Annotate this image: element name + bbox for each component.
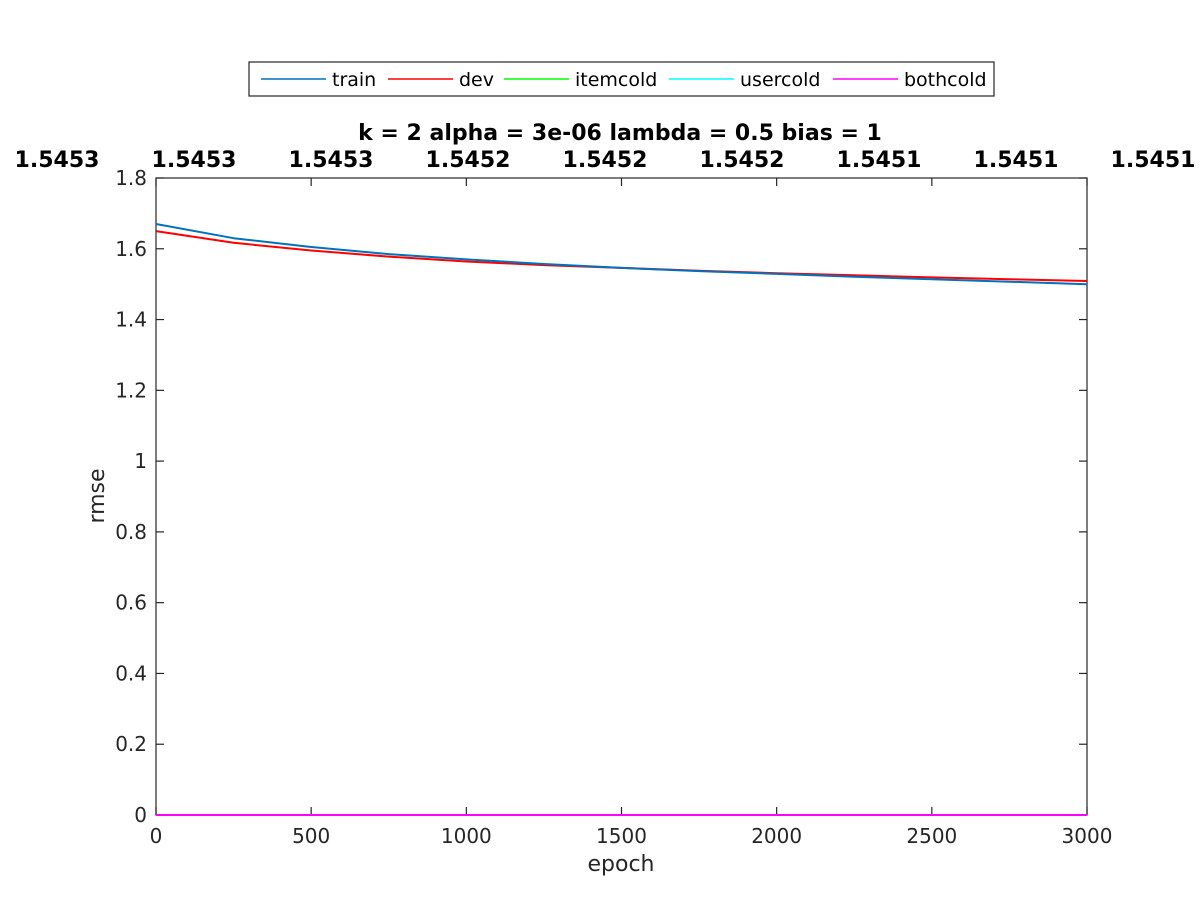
legend: train dev itemcold usercold bothcold bbox=[248, 61, 995, 97]
x-tick-label: 3000 bbox=[1062, 824, 1113, 848]
top-label: 1.5451 bbox=[837, 148, 922, 173]
legend-label-usercold: usercold bbox=[740, 69, 820, 91]
top-label: 1.5451 bbox=[1111, 148, 1196, 173]
series-line-train bbox=[155, 223, 1088, 286]
legend-label-dev: dev bbox=[459, 69, 494, 91]
plot-frame bbox=[155, 177, 1088, 816]
x-tick-label: 2500 bbox=[906, 824, 957, 848]
top-label: 1.5453 bbox=[289, 148, 374, 173]
legend-label-itemcold: itemcold bbox=[575, 69, 657, 91]
y-tick-label: 0.4 bbox=[115, 661, 147, 685]
y-tick-label: 1.6 bbox=[115, 237, 147, 261]
top-labels: 1.5453 1.5453 1.5453 1.5452 1.5452 1.5452 1.54… bbox=[15, 148, 1196, 173]
plot-area: 0 500 1000 1500 2000 2500 3000 0 0.2 0.4 0.6 0.8 1 1.… bbox=[115, 166, 1112, 848]
top-label: 1.5452 bbox=[700, 148, 785, 173]
top-label: 1.5453 bbox=[152, 148, 237, 173]
top-label: 1.5452 bbox=[426, 148, 511, 173]
top-label: 1.5452 bbox=[563, 148, 648, 173]
y-tick-label: 0.6 bbox=[115, 591, 147, 615]
x-tick-label: 500 bbox=[292, 824, 330, 848]
chart-title: k = 2 alpha = 3e-06 lambda = 0.5 bias = … bbox=[358, 121, 882, 146]
x-tick-label: 0 bbox=[150, 824, 163, 848]
top-label: 1.5451 bbox=[974, 148, 1059, 173]
x-tick-label: 1500 bbox=[596, 824, 647, 848]
top-label: 1.5453 bbox=[15, 148, 100, 173]
y-tick-label: 0.2 bbox=[115, 732, 147, 756]
y-tick-label: 1.4 bbox=[115, 308, 147, 332]
y-tick-label: 0 bbox=[134, 803, 147, 827]
legend-label-bothcold: bothcold bbox=[904, 69, 987, 91]
y-tick-label: 1.2 bbox=[115, 378, 147, 402]
legend-label-train: train bbox=[332, 69, 376, 91]
y-tick-label: 1 bbox=[134, 449, 147, 473]
x-axis-label: epoch bbox=[588, 852, 655, 877]
x-tick-label: 1000 bbox=[441, 824, 492, 848]
y-tick-label: 1.8 bbox=[115, 166, 147, 190]
y-tick-label: 0.8 bbox=[115, 520, 147, 544]
x-tick-label: 2000 bbox=[751, 824, 802, 848]
y-axis-label: rmse bbox=[85, 468, 110, 523]
